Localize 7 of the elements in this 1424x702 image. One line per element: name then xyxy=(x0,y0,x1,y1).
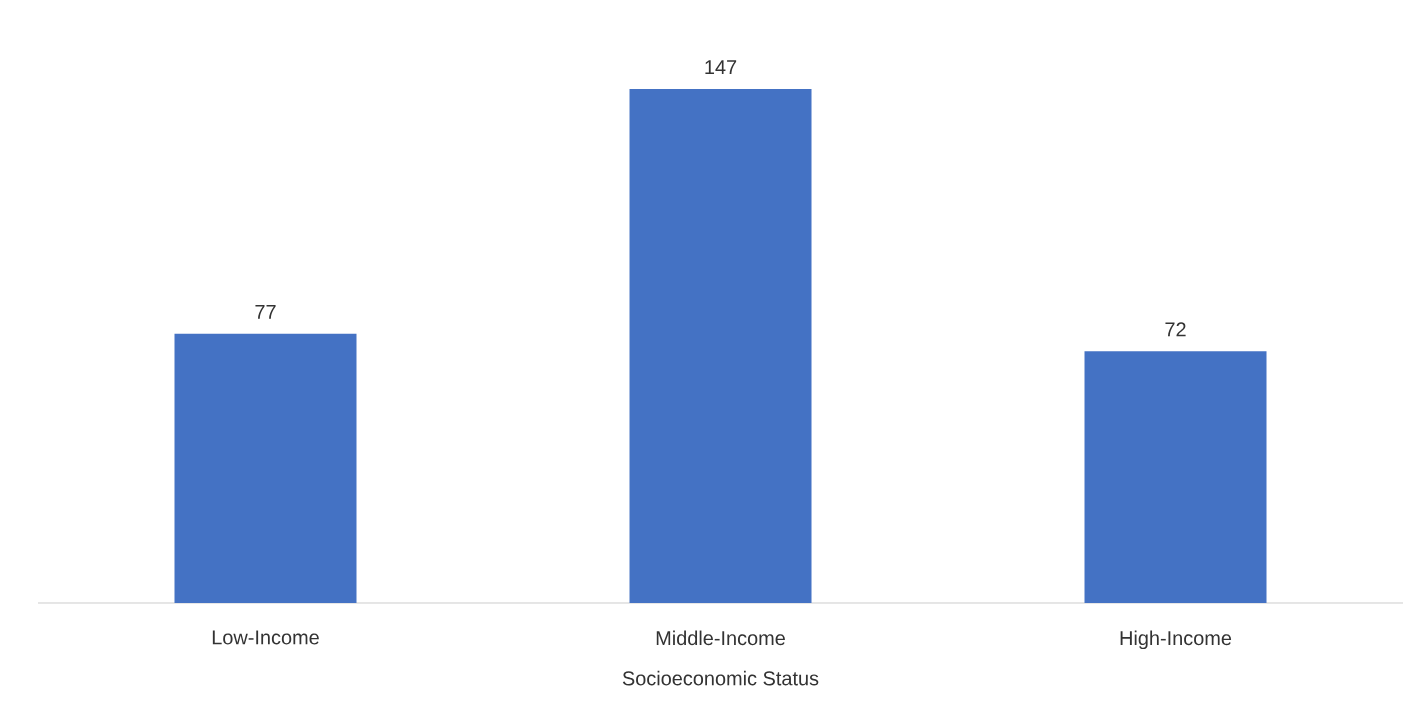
data-label: 77 xyxy=(255,305,276,319)
x-axis-title: Socioeconomic Status xyxy=(622,670,819,686)
data-label: 72 xyxy=(1165,322,1186,337)
x-tick-label: Middle-Income xyxy=(656,630,785,646)
data-label: 147 xyxy=(705,60,737,75)
x-tick-label: High-Income xyxy=(1120,630,1232,650)
x-tick-label: Low-Income xyxy=(212,630,319,645)
